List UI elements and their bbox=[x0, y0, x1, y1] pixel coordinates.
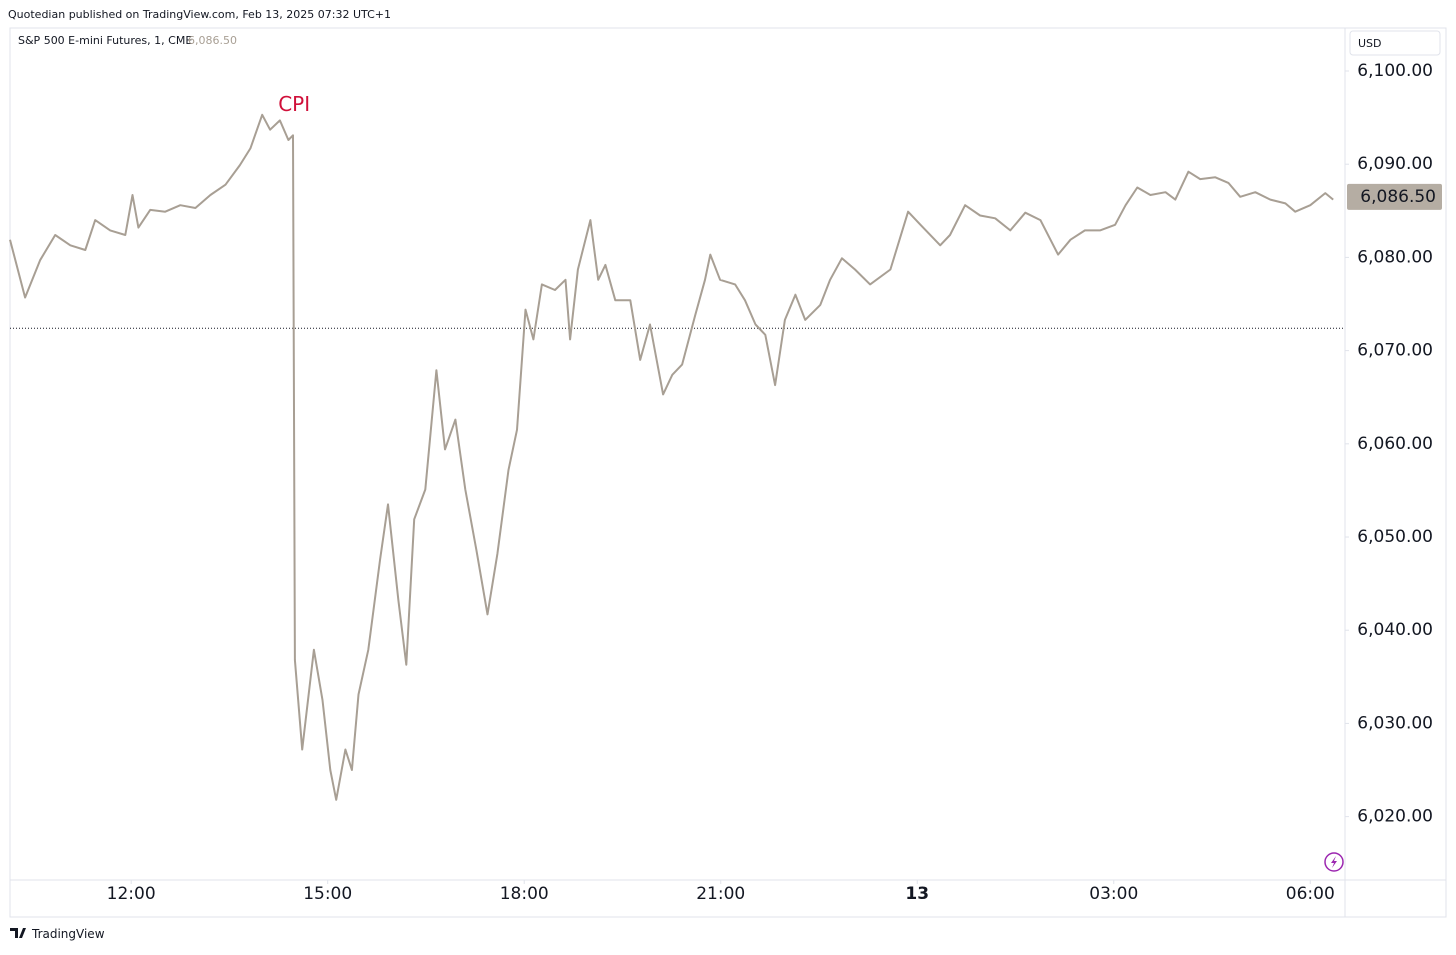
frame bbox=[9, 27, 1447, 918]
y-tick-label: 6,050.00 bbox=[1357, 527, 1433, 547]
last-price-label: 6,086.50 bbox=[1360, 187, 1436, 207]
publisher: Quotedian published on TradingView.com, … bbox=[8, 8, 391, 21]
y-tick-label: 6,070.00 bbox=[1357, 341, 1433, 361]
last-price-badge bbox=[1347, 183, 1442, 210]
currency-box[interactable] bbox=[1349, 30, 1441, 56]
x-tick-label: 06:00 bbox=[1286, 884, 1335, 904]
y-tick-label: 6,040.00 bbox=[1357, 620, 1433, 640]
price-line bbox=[9, 113, 1334, 801]
x-tick-label: 13 bbox=[905, 884, 929, 904]
y-tick-label: 6,060.00 bbox=[1357, 434, 1433, 454]
y-tick-label: 6,030.00 bbox=[1357, 713, 1433, 733]
x-tick-label: 03:00 bbox=[1089, 884, 1138, 904]
currency: USD bbox=[1358, 37, 1382, 50]
y-tick-label: 6,090.00 bbox=[1357, 154, 1433, 174]
x-tick-label: 12:00 bbox=[107, 884, 156, 904]
y-tick-label: 6,020.00 bbox=[1357, 807, 1433, 827]
brand: TradingView bbox=[31, 927, 105, 941]
symbol-title: S&P 500 E-mini Futures, 1, CME bbox=[18, 34, 192, 47]
y-tick-label: 6,100.00 bbox=[1357, 61, 1433, 81]
x-tick-label: 18:00 bbox=[500, 884, 549, 904]
x-tick-label: 21:00 bbox=[696, 884, 745, 904]
x-tick-label: 15:00 bbox=[303, 884, 352, 904]
legend-price: 6,086.50 bbox=[188, 34, 237, 47]
tv-logo bbox=[10, 928, 26, 938]
y-tick-label: 6,080.00 bbox=[1357, 247, 1433, 267]
lightning-icon[interactable] bbox=[1324, 852, 1344, 872]
annotation: CPI bbox=[278, 92, 310, 116]
